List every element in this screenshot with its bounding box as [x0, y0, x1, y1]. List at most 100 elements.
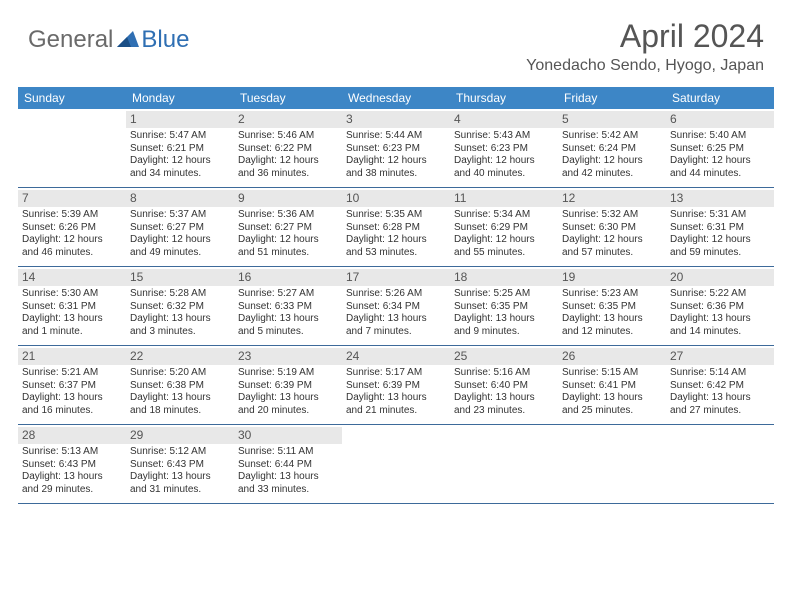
cell-line: Sunrise: 5:39 AM [22, 209, 122, 222]
cell-line: Daylight: 13 hours [454, 392, 554, 405]
day-header: Wednesday [342, 87, 450, 109]
calendar-cell: 14Sunrise: 5:30 AMSunset: 6:31 PMDayligh… [18, 267, 126, 345]
cell-line: Sunset: 6:31 PM [22, 301, 122, 314]
cell-line: Sunrise: 5:40 AM [670, 130, 770, 143]
triangle-icon [117, 29, 139, 52]
cell-line: Sunrise: 5:11 AM [238, 446, 338, 459]
cell-line: Daylight: 13 hours [22, 313, 122, 326]
cell-line: Sunset: 6:40 PM [454, 380, 554, 393]
day-header: Friday [558, 87, 666, 109]
calendar-cell: 17 Sunrise: 5:26 AMSunset: 6:34 PMDayligh… [342, 267, 450, 345]
cell-line: Sunrise: 5:12 AM [130, 446, 230, 459]
calendar-cell: 18Sunrise: 5:25 AMSunset: 6:35 PMDayligh… [450, 267, 558, 345]
title-block: April 2024 Yonedacho Sendo, Hyogo, Japan [526, 18, 764, 75]
calendar-cell [666, 425, 774, 503]
cell-line: Sunset: 6:31 PM [670, 222, 770, 235]
cell-line: and 27 minutes. [670, 405, 770, 418]
cell-line: and 34 minutes. [130, 168, 230, 181]
cell-line: Sunrise: 5:21 AM [22, 367, 122, 380]
week-row: 14Sunrise: 5:30 AMSunset: 6:31 PMDayligh… [18, 267, 774, 346]
cell-line: Daylight: 12 hours [346, 234, 446, 247]
calendar-cell: 6Sunrise: 5:40 AMSunset: 6:25 PMDaylight… [666, 109, 774, 187]
cell-line: and 3 minutes. [130, 326, 230, 339]
weeks-container: 1Sunrise: 5:47 AMSunset: 6:21 PMDaylight… [18, 109, 774, 504]
cell-line: Daylight: 13 hours [130, 392, 230, 405]
cell-line: Daylight: 13 hours [22, 471, 122, 484]
day-header: Sunday [18, 87, 126, 109]
cell-line: Daylight: 13 hours [670, 392, 770, 405]
day-number: 29 [126, 427, 234, 444]
cell-line: Sunrise: 5:15 AM [562, 367, 662, 380]
cell-line: Sunset: 6:26 PM [22, 222, 122, 235]
cell-line: Daylight: 12 hours [562, 155, 662, 168]
cell-line: Sunrise: 5:26 AM [346, 288, 446, 301]
day-number: 26 [558, 348, 666, 365]
calendar-cell: 27Sunrise: 5:14 AMSunset: 6:42 PMDayligh… [666, 346, 774, 424]
cell-line: Sunset: 6:27 PM [130, 222, 230, 235]
cell-line: Sunset: 6:37 PM [22, 380, 122, 393]
day-number: 11 [450, 190, 558, 207]
day-number: 12 [558, 190, 666, 207]
cell-line: Daylight: 12 hours [130, 234, 230, 247]
cell-line: Sunset: 6:28 PM [346, 222, 446, 235]
logo-text-blue: Blue [141, 26, 189, 54]
cell-line: and 18 minutes. [130, 405, 230, 418]
cell-line: Sunset: 6:30 PM [562, 222, 662, 235]
day-number: 5 [558, 111, 666, 128]
cell-line: Daylight: 13 hours [670, 313, 770, 326]
calendar-cell: 3Sunrise: 5:44 AMSunset: 6:23 PMDaylight… [342, 109, 450, 187]
calendar-cell: 28Sunrise: 5:13 AMSunset: 6:43 PMDayligh… [18, 425, 126, 503]
cell-line: Sunrise: 5:27 AM [238, 288, 338, 301]
cell-line: Sunrise: 5:19 AM [238, 367, 338, 380]
calendar-cell: 2Sunrise: 5:46 AMSunset: 6:22 PMDaylight… [234, 109, 342, 187]
cell-line: and 44 minutes. [670, 168, 770, 181]
cell-line: Sunset: 6:21 PM [130, 143, 230, 156]
cell-line: Daylight: 13 hours [238, 313, 338, 326]
day-header: Monday [126, 87, 234, 109]
cell-line: Sunset: 6:22 PM [238, 143, 338, 156]
cell-line: Sunrise: 5:37 AM [130, 209, 230, 222]
calendar-cell: 1Sunrise: 5:47 AMSunset: 6:21 PMDaylight… [126, 109, 234, 187]
day-number: 22 [126, 348, 234, 365]
calendar-cell: 25Sunrise: 5:16 AMSunset: 6:40 PMDayligh… [450, 346, 558, 424]
cell-line: Daylight: 13 hours [130, 471, 230, 484]
cell-line: and 12 minutes. [562, 326, 662, 339]
cell-line: Daylight: 12 hours [670, 155, 770, 168]
cell-line: Sunrise: 5:35 AM [346, 209, 446, 222]
cell-line: Sunset: 6:32 PM [130, 301, 230, 314]
cell-line: Daylight: 13 hours [238, 471, 338, 484]
cell-line: Sunrise: 5:22 AM [670, 288, 770, 301]
cell-line: and 38 minutes. [346, 168, 446, 181]
cell-line: Sunset: 6:27 PM [238, 222, 338, 235]
calendar: SundayMondayTuesdayWednesdayThursdayFrid… [18, 87, 774, 504]
cell-line: Daylight: 13 hours [346, 313, 446, 326]
cell-line: and 33 minutes. [238, 484, 338, 497]
day-number: 13 [666, 190, 774, 207]
calendar-cell: 9Sunrise: 5:36 AMSunset: 6:27 PMDaylight… [234, 188, 342, 266]
calendar-cell: 29Sunrise: 5:12 AMSunset: 6:43 PMDayligh… [126, 425, 234, 503]
cell-line: and 21 minutes. [346, 405, 446, 418]
cell-line: Sunset: 6:34 PM [346, 301, 446, 314]
cell-line: and 55 minutes. [454, 247, 554, 260]
cell-line: Daylight: 12 hours [130, 155, 230, 168]
cell-line: and 46 minutes. [22, 247, 122, 260]
cell-line: Sunset: 6:33 PM [238, 301, 338, 314]
week-row: 21Sunrise: 5:21 AMSunset: 6:37 PMDayligh… [18, 346, 774, 425]
day-header: Thursday [450, 87, 558, 109]
cell-line: Daylight: 13 hours [562, 392, 662, 405]
day-number: 24 [342, 348, 450, 365]
calendar-cell: 19Sunrise: 5:23 AMSunset: 6:35 PMDayligh… [558, 267, 666, 345]
calendar-cell: 30Sunrise: 5:11 AMSunset: 6:44 PMDayligh… [234, 425, 342, 503]
cell-line: Sunset: 6:23 PM [346, 143, 446, 156]
day-number: 4 [450, 111, 558, 128]
calendar-cell [450, 425, 558, 503]
day-number: 28 [18, 427, 126, 444]
cell-line: Sunrise: 5:25 AM [454, 288, 554, 301]
cell-line: and 42 minutes. [562, 168, 662, 181]
cell-line: Sunrise: 5:34 AM [454, 209, 554, 222]
day-number: 17 [342, 269, 450, 286]
calendar-cell: 4Sunrise: 5:43 AMSunset: 6:23 PMDaylight… [450, 109, 558, 187]
cell-line: and 16 minutes. [22, 405, 122, 418]
cell-line: and 14 minutes. [670, 326, 770, 339]
cell-line: and 9 minutes. [454, 326, 554, 339]
